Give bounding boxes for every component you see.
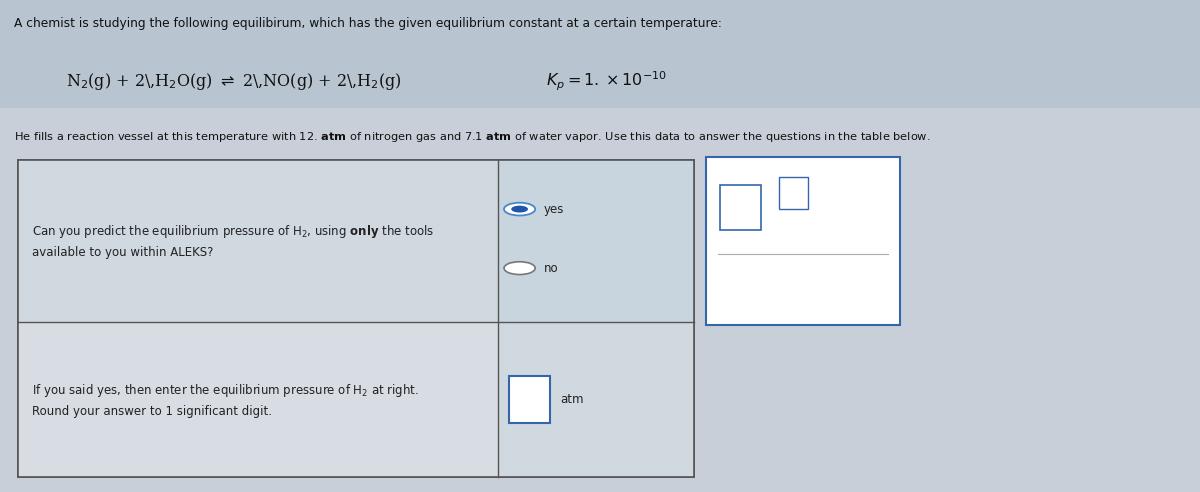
Text: X: X xyxy=(737,283,748,296)
Circle shape xyxy=(504,203,535,215)
Text: ×10: ×10 xyxy=(760,205,781,215)
FancyBboxPatch shape xyxy=(18,160,694,322)
FancyBboxPatch shape xyxy=(509,376,550,423)
Text: He fills a reaction vessel at this temperature with 12. $\mathbf{atm}$ of nitrog: He fills a reaction vessel at this tempe… xyxy=(14,130,931,144)
FancyBboxPatch shape xyxy=(779,178,808,209)
Text: If you said yes, then enter the equilibrium pressure of H$_2$ at right.
Round yo: If you said yes, then enter the equilibr… xyxy=(32,382,419,418)
Text: ?: ? xyxy=(859,283,868,296)
Text: ↺: ↺ xyxy=(797,283,809,296)
Text: Can you predict the equilibrium pressure of H$_2$, using $\mathbf{only}$ the too: Can you predict the equilibrium pressure… xyxy=(32,223,434,259)
Text: N$_2$(g) + 2\,H$_2$O(g) $\rightleftharpoons$ 2\,NO(g) + 2\,H$_2$(g): N$_2$(g) + 2\,H$_2$O(g) $\rightleftharpo… xyxy=(66,71,402,92)
Text: atm: atm xyxy=(560,393,584,406)
Text: $K_p = 1.\times10^{-10}$: $K_p = 1.\times10^{-10}$ xyxy=(546,69,667,93)
FancyBboxPatch shape xyxy=(706,157,900,325)
Text: yes: yes xyxy=(544,203,564,215)
Text: A chemist is studying the following equilibirum, which has the given equilibrium: A chemist is studying the following equi… xyxy=(14,17,722,30)
Circle shape xyxy=(511,206,528,213)
Circle shape xyxy=(504,262,535,275)
FancyBboxPatch shape xyxy=(0,108,1200,492)
FancyBboxPatch shape xyxy=(498,322,694,477)
Text: no: no xyxy=(544,262,558,275)
FancyBboxPatch shape xyxy=(18,322,694,477)
FancyBboxPatch shape xyxy=(498,160,694,322)
FancyBboxPatch shape xyxy=(720,185,761,230)
FancyBboxPatch shape xyxy=(0,0,1200,108)
FancyBboxPatch shape xyxy=(18,160,694,477)
